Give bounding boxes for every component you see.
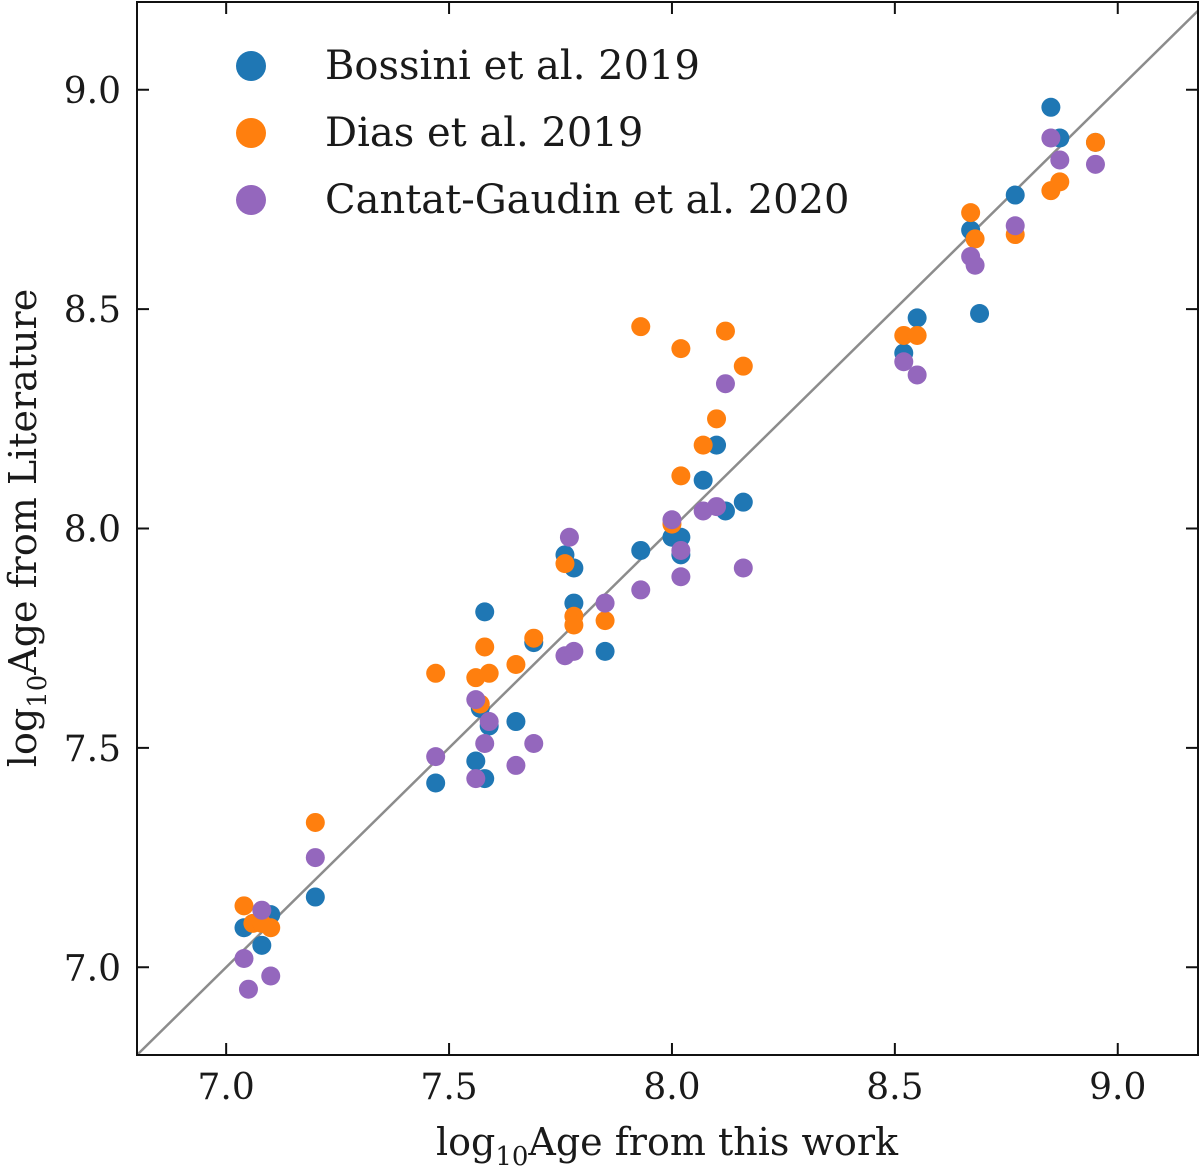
data-point-series-1-30 bbox=[1050, 172, 1070, 192]
x-tick-label: 7.5 bbox=[420, 1067, 477, 1108]
data-point-series-2-13 bbox=[559, 527, 579, 547]
data-point-series-1-26 bbox=[961, 203, 981, 223]
data-point-series-2-23 bbox=[733, 558, 753, 578]
data-point-series-2-6 bbox=[466, 769, 486, 789]
legend-label-series-1: Dias et al. 2019 bbox=[325, 110, 643, 156]
y-tick-label: 8.5 bbox=[64, 290, 121, 331]
data-point-series-1-15 bbox=[595, 611, 615, 631]
data-point-series-1-24 bbox=[894, 325, 914, 345]
legend-marker-series-0 bbox=[236, 51, 266, 81]
data-point-series-2-27 bbox=[965, 255, 985, 275]
legend-marker-series-2 bbox=[236, 185, 266, 215]
data-point-series-1-12 bbox=[555, 554, 575, 574]
data-point-series-0-10 bbox=[506, 712, 526, 732]
data-point-series-1-5 bbox=[426, 663, 446, 683]
x-tick-label: 8.5 bbox=[866, 1067, 923, 1108]
data-point-series-1-21 bbox=[707, 409, 727, 429]
data-point-series-0-23 bbox=[733, 492, 753, 512]
data-point-series-2-16 bbox=[631, 580, 651, 600]
data-point-series-1-22 bbox=[715, 321, 735, 341]
data-point-series-2-28 bbox=[1005, 216, 1025, 236]
data-point-series-1-9 bbox=[479, 663, 499, 683]
data-point-series-0-5 bbox=[466, 751, 486, 771]
x-tick-label: 8.0 bbox=[643, 1067, 700, 1108]
data-point-series-1-31 bbox=[1085, 132, 1105, 152]
x-tick-label: 7.0 bbox=[198, 1067, 255, 1108]
y-axis-title-log: log bbox=[1, 708, 45, 767]
x-axis-title-subscript: 10 bbox=[495, 1142, 528, 1170]
x-axis-title-text: Age from this work bbox=[527, 1120, 899, 1164]
data-point-series-0-8 bbox=[475, 602, 495, 622]
y-tick-label: 7.5 bbox=[64, 729, 121, 770]
data-point-series-0-4 bbox=[426, 773, 446, 793]
data-points-layer bbox=[234, 97, 1105, 999]
data-point-series-2-21 bbox=[707, 497, 727, 517]
data-point-series-1-10 bbox=[506, 655, 526, 675]
data-point-series-1-0 bbox=[234, 896, 254, 916]
data-point-series-2-17 bbox=[662, 510, 682, 530]
data-point-series-1-27 bbox=[965, 229, 985, 249]
data-point-series-2-18 bbox=[671, 567, 691, 587]
data-point-series-2-15 bbox=[595, 593, 615, 613]
data-point-series-2-3 bbox=[261, 966, 281, 986]
data-point-series-1-19 bbox=[671, 339, 691, 359]
y-tick-label: 7.0 bbox=[64, 948, 121, 989]
data-point-series-2-14 bbox=[564, 641, 584, 661]
data-point-series-1-8 bbox=[475, 637, 495, 657]
data-point-series-1-23 bbox=[733, 356, 753, 376]
data-point-series-1-14 bbox=[564, 615, 584, 635]
data-point-series-0-15 bbox=[595, 641, 615, 661]
data-point-series-2-29 bbox=[1041, 128, 1061, 148]
y-axis-title: log10Age from Literature bbox=[1, 289, 53, 767]
data-point-series-1-3 bbox=[261, 918, 281, 938]
y-tick-label: 9.0 bbox=[64, 71, 121, 112]
data-point-series-0-28 bbox=[1005, 185, 1025, 205]
data-point-series-2-25 bbox=[907, 365, 927, 385]
data-point-series-0-20 bbox=[693, 470, 713, 490]
data-point-series-0-21 bbox=[707, 435, 727, 455]
y-axis-title-text: Age from Literature bbox=[1, 289, 45, 676]
data-point-series-2-11 bbox=[524, 733, 544, 753]
legend-marker-series-1 bbox=[236, 118, 266, 148]
legend-label-series-2: Cantat-Gaudin et al. 2020 bbox=[325, 177, 850, 223]
data-point-series-1-20 bbox=[693, 435, 713, 455]
x-axis-title: log10Age from this work bbox=[436, 1120, 899, 1170]
data-point-series-0-1 bbox=[252, 935, 272, 955]
data-point-series-2-7 bbox=[466, 690, 486, 710]
legend: Bossini et al. 2019 Dias et al. 2019 Canta… bbox=[236, 43, 850, 223]
data-point-series-2-1 bbox=[238, 979, 258, 999]
data-point-series-0-29 bbox=[1041, 97, 1061, 117]
y-tick-label: 8.0 bbox=[64, 510, 121, 551]
legend-label-series-0: Bossini et al. 2019 bbox=[325, 43, 700, 89]
data-point-series-0-14 bbox=[564, 593, 584, 613]
y-axis-title-subscript: 10 bbox=[23, 675, 53, 708]
data-point-series-2-0 bbox=[234, 948, 254, 968]
data-point-series-2-9 bbox=[479, 712, 499, 732]
data-point-series-1-16 bbox=[631, 317, 651, 337]
data-point-series-2-8 bbox=[475, 733, 495, 753]
data-point-series-2-10 bbox=[506, 755, 526, 775]
data-point-series-2-2 bbox=[252, 900, 272, 920]
x-axis-title-log: log bbox=[436, 1120, 495, 1164]
data-point-series-2-22 bbox=[715, 374, 735, 394]
data-point-series-1-25 bbox=[907, 325, 927, 345]
data-point-series-1-11 bbox=[524, 628, 544, 648]
data-point-series-2-19 bbox=[671, 540, 691, 560]
data-point-series-2-5 bbox=[426, 747, 446, 767]
data-point-series-0-16 bbox=[631, 540, 651, 560]
data-point-series-1-18 bbox=[671, 466, 691, 486]
data-point-series-2-30 bbox=[1050, 150, 1070, 170]
data-point-series-2-24 bbox=[894, 352, 914, 372]
data-point-series-0-25 bbox=[907, 308, 927, 328]
axis-ticks-layer: 7.0 7.5 8.0 8.5 9.0 7.0 7.5 8.0 8.5 9.0 bbox=[64, 2, 1198, 1108]
x-tick-label: 9.0 bbox=[1089, 1067, 1146, 1108]
data-point-series-2-4 bbox=[305, 848, 325, 868]
data-point-series-2-31 bbox=[1085, 154, 1105, 174]
data-point-series-0-3 bbox=[305, 887, 325, 907]
data-point-series-1-4 bbox=[305, 812, 325, 832]
data-point-series-0-27 bbox=[970, 304, 990, 324]
